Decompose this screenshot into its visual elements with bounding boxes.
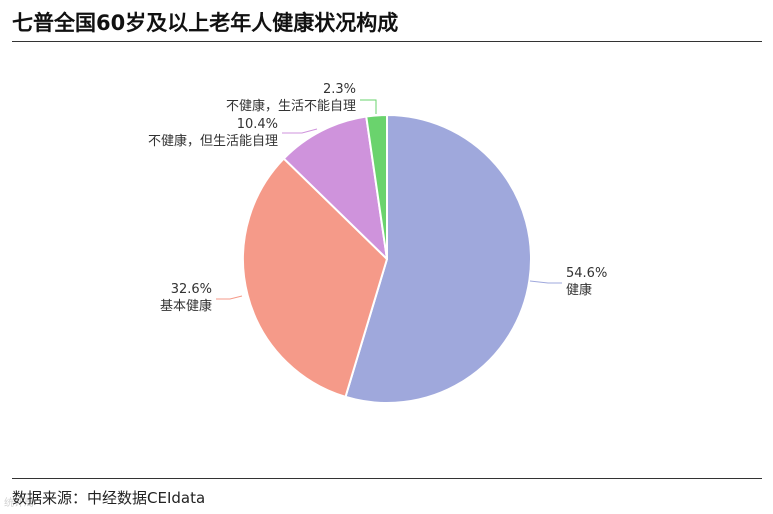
leader-line <box>282 128 318 134</box>
slice-value-label: 2.3% <box>323 82 356 97</box>
source-divider <box>12 478 762 479</box>
leader-line <box>216 295 243 300</box>
labels-group: 54.6%健康 32.6%基本健康 10.4%不健康，但生活能自理 2.3%不健康，生… <box>148 82 607 314</box>
slice-value-label: 32.6% <box>171 282 212 297</box>
title-divider <box>12 41 762 42</box>
slice-category-label: 不健康，但生活能自理 <box>148 133 278 149</box>
leader-line <box>529 280 562 284</box>
slices-group <box>242 113 532 404</box>
slice-category-label: 基本健康 <box>160 298 212 314</box>
slice-category-label: 健康 <box>566 282 592 298</box>
leader-lines-group <box>216 99 562 300</box>
pie-slice <box>282 115 388 260</box>
pie-slice <box>344 114 532 404</box>
slice-value-label: 54.6% <box>566 266 607 281</box>
slice-category-label: 不健康，生活不能自理 <box>226 98 356 114</box>
source-note: 数据来源：中经数据CEIdata <box>12 489 206 507</box>
pie-slice <box>365 113 388 260</box>
chart-title: 七普全国60岁及以上老年人健康状况构成 <box>12 11 399 35</box>
watermark: 统计局 <box>4 498 34 509</box>
slice-value-label: 10.4% <box>237 117 278 132</box>
pie-slice <box>242 157 388 398</box>
leader-line <box>360 99 377 114</box>
